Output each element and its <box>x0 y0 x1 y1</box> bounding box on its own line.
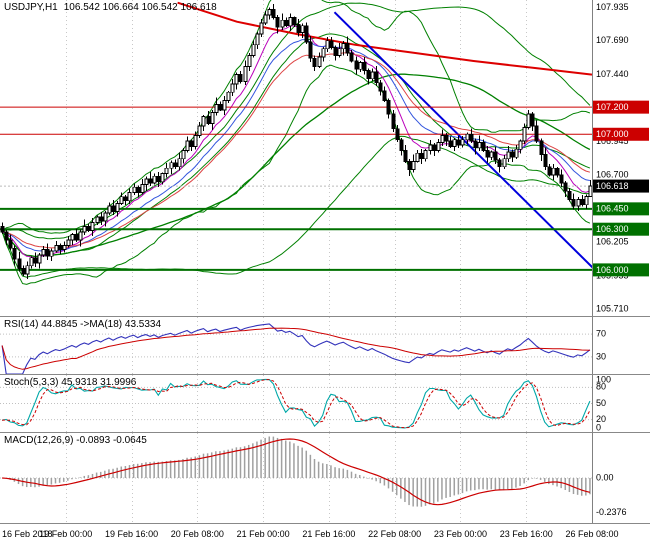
axis-tick-label: -0.2376 <box>596 507 627 517</box>
stoch-signal-line <box>2 379 591 429</box>
bollinger20-middle-line <box>1 33 591 258</box>
time-label: 19 Feb 16:00 <box>105 529 158 539</box>
svg-text:107.000: 107.000 <box>596 129 629 139</box>
rsi-line <box>1 323 591 374</box>
ma55-line <box>1 73 591 258</box>
time-label: 19 Feb 00:00 <box>39 529 92 539</box>
price-tag-106.000: 106.000 <box>593 263 649 277</box>
axis-tick-label: 80 <box>596 382 606 392</box>
axis-tick-label: 70 <box>596 328 606 338</box>
axis-tick-label: 0.00 <box>596 472 614 482</box>
axis-tick-label: 30 <box>596 351 606 361</box>
axis-tick-label: 20 <box>596 414 606 424</box>
time-label: 21 Feb 00:00 <box>237 529 290 539</box>
time-label: 26 Feb 08:00 <box>565 529 618 539</box>
price-tag-107.000: 107.000 <box>593 127 649 141</box>
svg-text:106.450: 106.450 <box>596 204 629 214</box>
svg-text:106.618: 106.618 <box>596 181 629 191</box>
svg-text:106.300: 106.300 <box>596 224 629 234</box>
price-axis-background[interactable] <box>593 0 650 316</box>
price-tag-106.618: 106.618 <box>593 179 649 193</box>
main-chart-panel[interactable]: USDJPY,H1 106.542 106.664 106.542 106.618… <box>0 0 650 316</box>
axis-tick-label: 106.700 <box>596 169 629 179</box>
time-label: 23 Feb 16:00 <box>500 529 553 539</box>
candlestick-series <box>0 3 593 280</box>
ema8-line <box>1 25 591 259</box>
axis-tick-label: 106.205 <box>596 236 629 246</box>
rsi-canvas[interactable]: 70 30 <box>0 317 650 374</box>
axis-tick-label: 107.440 <box>596 69 629 79</box>
axis-tick-label: 50 <box>596 398 606 408</box>
macd-histogram <box>5 436 591 507</box>
ema24-line <box>2 52 591 249</box>
ema16-line <box>1 39 590 252</box>
rsi-panel[interactable]: RSI(14) 44.8845 ->MA(18) 43.5334 70 30 <box>0 316 650 374</box>
stochastic-panel[interactable]: Stoch(5,3,3) 45.9318 31.9996 100 80 50 20 0 <box>0 374 650 432</box>
time-label: 22 Feb 08:00 <box>368 529 421 539</box>
macd-signal-line <box>2 438 591 506</box>
axis-tick-label: 107.935 <box>596 2 629 12</box>
bollinger55-upper-line <box>1 2 591 240</box>
axis-tick-label: 100 <box>596 375 611 384</box>
axis-tick-label: 106.945 <box>596 136 629 146</box>
main-chart-canvas[interactable]: 107.935 107.690 107.440 106.945 106.700 106.2… <box>0 0 650 316</box>
price-tag-106.450: 106.450 <box>593 202 649 216</box>
time-label: 21 Feb 16:00 <box>302 529 355 539</box>
bollinger20-lower-line <box>1 64 591 285</box>
axis-tick-label: 105.710 <box>596 304 629 314</box>
time-label: 20 Feb 08:00 <box>171 529 224 539</box>
svg-text:106.000: 106.000 <box>596 265 629 275</box>
price-tag-107.200: 107.200 <box>593 100 649 114</box>
grid-vertical-lines <box>66 0 593 316</box>
time-label: 23 Feb 00:00 <box>434 529 487 539</box>
axis-tick-label: 107.690 <box>596 35 629 45</box>
rsi-ma-line <box>1 327 590 370</box>
grid-vertical-lines <box>66 317 593 374</box>
long-red-ma-line <box>177 1 593 76</box>
time-label: 16 Feb 2018 <box>2 529 53 539</box>
axis-tick-label: 0 <box>596 422 601 432</box>
bollinger20-upper-line <box>1 0 591 234</box>
svg-text:107.200: 107.200 <box>596 102 629 112</box>
macd-canvas[interactable]: 0.00 -0.2376 <box>0 433 650 523</box>
time-axis[interactable]: 16 Feb 2018 19 Feb 00:00 19 Feb 16:00 20 Fe… <box>0 523 650 550</box>
price-tag-106.300: 106.300 <box>593 222 649 236</box>
descending-trendline[interactable] <box>333 11 596 271</box>
macd-panel[interactable]: MACD(12,26,9) -0.0893 -0.0645 0.00 -0.237… <box>0 432 650 523</box>
bollinger55-lower-line <box>1 135 590 278</box>
